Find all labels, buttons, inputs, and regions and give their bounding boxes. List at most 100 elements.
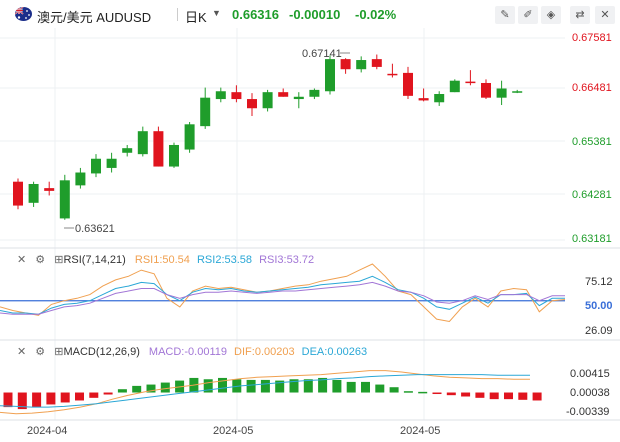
candle-body	[137, 131, 148, 155]
candle-body	[481, 82, 491, 98]
macd-bar	[475, 392, 485, 398]
rsi3-value: RSI3:53.72	[259, 254, 315, 266]
macd-tick-label: -0.00339	[566, 406, 609, 418]
dea-value: DEA:0.00263	[301, 346, 368, 358]
macd-value: MACD:-0.00119	[148, 346, 227, 358]
rsi-tick-label: 75.12	[585, 276, 613, 288]
macd-bar	[446, 392, 456, 396]
candle-body	[122, 148, 133, 153]
macd-bar	[489, 392, 499, 400]
expand-icon[interactable]: ⊞	[54, 346, 64, 358]
macd-legend: ✕ ⚙ ⊞MACD(12,26,9) MACD:-0.00119 DIF:0.0…	[17, 345, 367, 358]
y-tick-label: 0.65381	[572, 136, 612, 148]
candle-body	[28, 183, 39, 203]
candle-body	[434, 94, 445, 103]
macd-bar	[289, 379, 299, 393]
macd-bar	[418, 391, 428, 394]
macd-bar	[518, 392, 528, 400]
hide-icon[interactable]: ✕	[17, 346, 27, 358]
macd-bar	[203, 379, 213, 393]
candle-body	[231, 92, 242, 100]
settings-icon[interactable]: ⚙	[35, 254, 46, 266]
macd-bar	[246, 379, 256, 393]
chart-header: 澳元/美元 AUDUSD 日K ▼ 0.66316 -0.00010 -0.02…	[0, 0, 620, 30]
symbol-name[interactable]: 澳元/美元 AUDUSD	[37, 10, 152, 25]
candle-body	[278, 92, 289, 97]
candle-body	[496, 88, 507, 98]
candle-body	[106, 158, 117, 168]
candle-body	[512, 91, 523, 93]
macd-bar	[232, 379, 242, 393]
high-price-label: 0.67141	[302, 48, 342, 60]
macd-bar	[32, 392, 42, 408]
macd-bar	[375, 384, 385, 393]
macd-bar	[260, 379, 270, 393]
macd-bar	[160, 382, 170, 393]
macd-bar	[532, 392, 542, 401]
caret-down-icon[interactable]: ▼	[212, 8, 221, 18]
rsi2-value: RSI2:53.58	[196, 254, 253, 266]
macd-bar	[504, 392, 513, 400]
candle-body	[215, 91, 226, 100]
macd-bar	[318, 377, 328, 393]
rsi-tick-label: 26.09	[585, 325, 613, 337]
candle-body	[356, 60, 367, 70]
hide-icon[interactable]: ✕	[17, 254, 27, 266]
candle-body	[247, 99, 257, 109]
macd-bar	[89, 392, 99, 398]
compare-icon[interactable]: ⇄	[570, 6, 590, 24]
y-tick-label: 0.64281	[572, 189, 612, 201]
candle-body	[403, 72, 413, 96]
rsi1-value: RSI1:50.54	[134, 254, 190, 266]
candle-body	[418, 98, 429, 101]
candle-body	[262, 92, 273, 109]
macd-bar	[275, 380, 285, 393]
line-tool-icon[interactable]: ✎	[495, 6, 515, 24]
candle-body	[91, 158, 101, 174]
macd-bar	[46, 392, 56, 405]
candle-body	[75, 172, 86, 186]
x-tick-label: 2024-05	[400, 425, 440, 437]
low-price-label: 0.63621	[75, 223, 115, 235]
macd-tick-label: 0.00038	[570, 387, 610, 399]
candle-body	[309, 89, 320, 97]
rsi-legend: ✕ ⚙ ⊞RSI(7,14,21) RSI1:50.54 RSI2:53.58 …	[17, 253, 314, 266]
rsi3-line	[0, 281, 565, 315]
candle-body	[465, 81, 476, 84]
macd-bar	[146, 384, 156, 393]
macd-bar	[303, 379, 313, 393]
close-icon[interactable]: ✕	[595, 6, 615, 24]
dif-value: DIF:0.00203	[234, 346, 295, 358]
x-tick-label: 2024-05	[213, 425, 253, 437]
candle-body	[13, 181, 23, 206]
expand-icon[interactable]: ⊞	[54, 254, 64, 266]
pen-tool-icon[interactable]: ✐	[518, 6, 538, 24]
macd-bar	[117, 389, 127, 393]
macd-bar	[103, 392, 113, 395]
macd-panel	[0, 370, 542, 415]
divider	[177, 8, 178, 21]
macd-tick-label: 0.00415	[570, 368, 610, 380]
macd-bar	[361, 381, 370, 393]
dea-line	[0, 374, 530, 408]
candles	[13, 54, 523, 220]
candle-body	[169, 144, 179, 167]
fill-tool-icon[interactable]: ◈	[541, 6, 561, 24]
rsi2-line	[0, 275, 565, 315]
candle-body	[387, 73, 398, 76]
settings-icon[interactable]: ⚙	[35, 346, 46, 358]
rsi-panel	[0, 263, 566, 323]
rsi1-line	[0, 263, 566, 323]
macd-bar	[346, 381, 356, 393]
timeframe-select[interactable]: 日K	[185, 10, 207, 25]
candle-body	[200, 97, 211, 127]
candle-body	[59, 180, 70, 219]
last-price: 0.66316	[232, 7, 279, 22]
price-change: -0.00010	[289, 7, 341, 22]
candle-body	[153, 131, 164, 167]
candle-body	[340, 59, 351, 70]
macd-title: MACD(12,26,9)	[63, 346, 140, 358]
price-change-percent: -0.02%	[355, 7, 397, 22]
grid-lines	[0, 28, 620, 421]
